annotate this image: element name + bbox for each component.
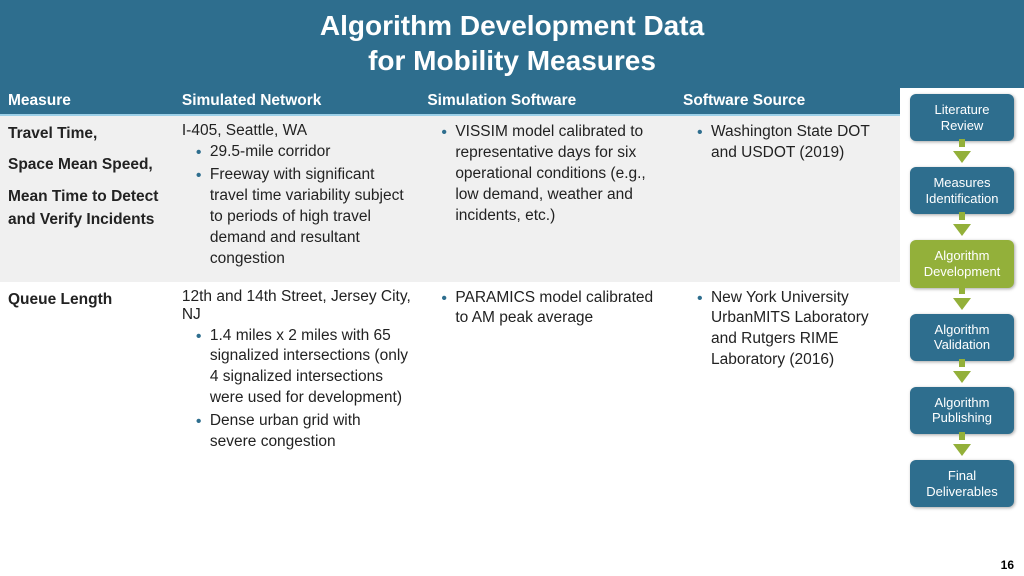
source-bullets: New York University UrbanMITS Laboratory…	[683, 288, 892, 372]
list-item: PARAMICS model calibrated to AM peak ave…	[441, 288, 667, 330]
data-table: Measure Simulated Network Simulation Sof…	[0, 88, 900, 465]
list-item: Freeway with significant travel time var…	[196, 165, 411, 270]
list-item: 29.5-mile corridor	[196, 142, 411, 163]
col-header-software: Simulation Software	[419, 88, 675, 115]
list-item: New York University UrbanMITS Laboratory…	[697, 288, 892, 372]
flow-arrow-icon	[953, 361, 971, 387]
flow-step: Measures Identification	[910, 167, 1014, 214]
cell-source: Washington State DOT and USDOT (2019)	[675, 115, 900, 282]
cell-network: I-405, Seattle, WA 29.5-mile corridorFree…	[174, 115, 419, 282]
flow-step: Final Deliverables	[910, 460, 1014, 507]
slide-body: Measure Simulated Network Simulation Sof…	[0, 88, 1024, 507]
data-table-wrap: Measure Simulated Network Simulation Sof…	[0, 88, 900, 507]
list-item: Dense urban grid with severe congestion	[196, 411, 411, 453]
measure-text: Mean Time to Detect and Verify Incidents	[8, 185, 166, 232]
title-line-1: Algorithm Development Data	[0, 8, 1024, 43]
software-bullets: VISSIM model calibrated to representativ…	[427, 122, 667, 227]
flow-step: Algorithm Validation	[910, 314, 1014, 361]
col-header-network: Simulated Network	[174, 88, 419, 115]
cell-measure: Travel Time, Space Mean Speed, Mean Time t…	[0, 115, 174, 282]
title-line-2: for Mobility Measures	[0, 43, 1024, 78]
cell-source: New York University UrbanMITS Laboratory…	[675, 282, 900, 466]
flow-step: Literature Review	[910, 94, 1014, 141]
flow-arrow-icon	[953, 214, 971, 240]
cell-measure: Queue Length	[0, 282, 174, 466]
table-header-row: Measure Simulated Network Simulation Sof…	[0, 88, 900, 115]
flow-step: Algorithm Publishing	[910, 387, 1014, 434]
network-bullets: 1.4 miles x 2 miles with 65 signalized i…	[182, 326, 411, 454]
cell-software: PARAMICS model calibrated to AM peak ave…	[419, 282, 675, 466]
col-header-source: Software Source	[675, 88, 900, 115]
list-item: Washington State DOT and USDOT (2019)	[697, 122, 892, 164]
software-bullets: PARAMICS model calibrated to AM peak ave…	[427, 288, 667, 330]
flow-step: Algorithm Development	[910, 240, 1014, 287]
col-header-measure: Measure	[0, 88, 174, 115]
table-body: Travel Time, Space Mean Speed, Mean Time t…	[0, 115, 900, 465]
table-row: Queue Length 12th and 14th Street, Jersey…	[0, 282, 900, 466]
measure-text: Queue Length	[8, 288, 166, 311]
list-item: 1.4 miles x 2 miles with 65 signalized i…	[196, 326, 411, 410]
measure-text: Space Mean Speed,	[8, 153, 166, 176]
cell-network: 12th and 14th Street, Jersey City, NJ1.4…	[174, 282, 419, 466]
network-title: I-405, Seattle, WA	[182, 122, 411, 140]
network-bullets: 29.5-mile corridorFreeway with significa…	[182, 142, 411, 270]
page-number: 16	[1001, 558, 1014, 572]
process-flow: Literature Review Measures Identification…	[900, 88, 1024, 507]
flow-arrow-icon	[953, 434, 971, 460]
cell-software: VISSIM model calibrated to representativ…	[419, 115, 675, 282]
slide-title: Algorithm Development Data for Mobility …	[0, 0, 1024, 88]
network-title: 12th and 14th Street, Jersey City, NJ	[182, 288, 411, 324]
table-row: Travel Time, Space Mean Speed, Mean Time t…	[0, 115, 900, 282]
measure-text: Travel Time,	[8, 122, 166, 145]
flow-arrow-icon	[953, 288, 971, 314]
list-item: VISSIM model calibrated to representativ…	[441, 122, 667, 227]
flow-arrow-icon	[953, 141, 971, 167]
source-bullets: Washington State DOT and USDOT (2019)	[683, 122, 892, 164]
